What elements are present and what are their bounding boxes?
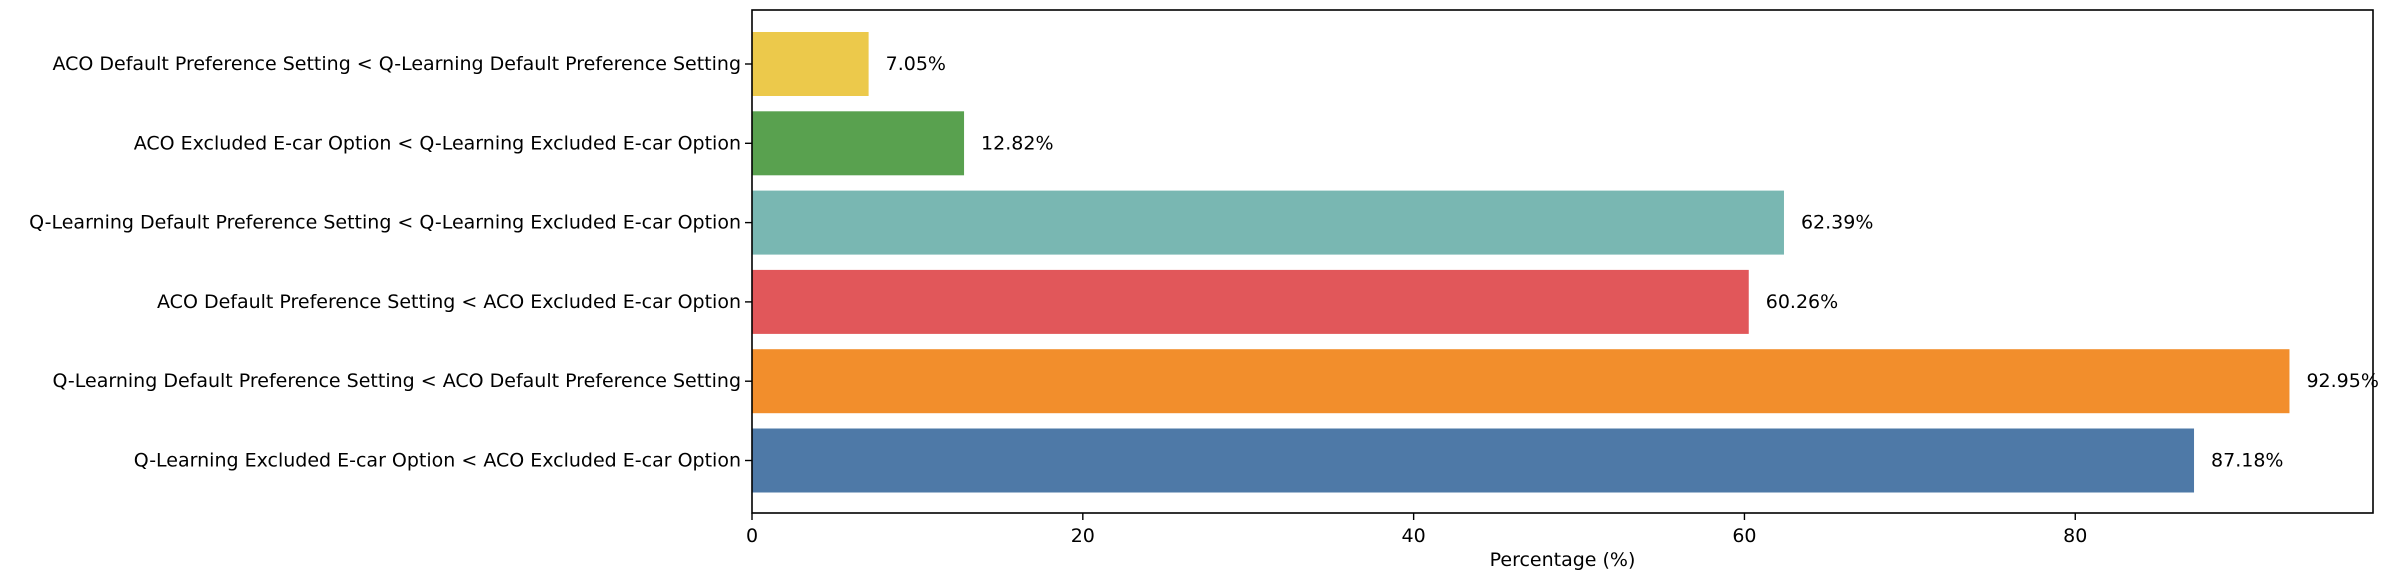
- value-labels: 7.05% 12.82% 62.39% 60.26% 92.95% 87.18%: [886, 53, 2379, 472]
- bar-1: [752, 32, 869, 96]
- x-tick-label: 80: [2063, 525, 2087, 547]
- category-label-4: ACO Default Preference Setting < ACO Exc…: [157, 291, 741, 313]
- value-label-1: 7.05%: [886, 53, 946, 75]
- category-label-2: ACO Excluded E-car Option < Q-Learning E…: [134, 132, 741, 154]
- category-label-6: Q-Learning Excluded E-car Option < ACO E…: [134, 450, 741, 472]
- value-label-6: 87.18%: [2211, 450, 2283, 472]
- value-label-5: 92.95%: [2306, 370, 2378, 392]
- category-label-1: ACO Default Preference Setting < Q-Learn…: [52, 53, 741, 75]
- value-label-2: 12.82%: [981, 132, 1053, 154]
- plot-frame: [751, 9, 2374, 514]
- value-label-3: 62.39%: [1801, 212, 1873, 234]
- category-label-3: Q-Learning Default Preference Setting < …: [29, 212, 741, 234]
- value-label-4: 60.26%: [1766, 291, 1838, 313]
- x-tick-label: 0: [746, 525, 758, 547]
- x-axis-title: Percentage (%): [1490, 549, 1636, 571]
- bar-4: [752, 269, 1749, 334]
- category-label-5: Q-Learning Default Preference Setting < …: [52, 370, 741, 392]
- bar-6: [752, 428, 2195, 493]
- x-tick-label: 40: [1402, 525, 1426, 547]
- x-tick-label: 20: [1071, 525, 1095, 547]
- bars-group: [752, 32, 2290, 493]
- bar-3: [752, 190, 1784, 255]
- bar-2: [752, 111, 965, 176]
- x-axis-ticks: 0 20 40 60 80: [746, 513, 2087, 547]
- x-tick-label: 60: [1732, 525, 1756, 547]
- bar-5: [752, 349, 2290, 414]
- category-labels: ACO Default Preference Setting < Q-Learn…: [29, 53, 752, 472]
